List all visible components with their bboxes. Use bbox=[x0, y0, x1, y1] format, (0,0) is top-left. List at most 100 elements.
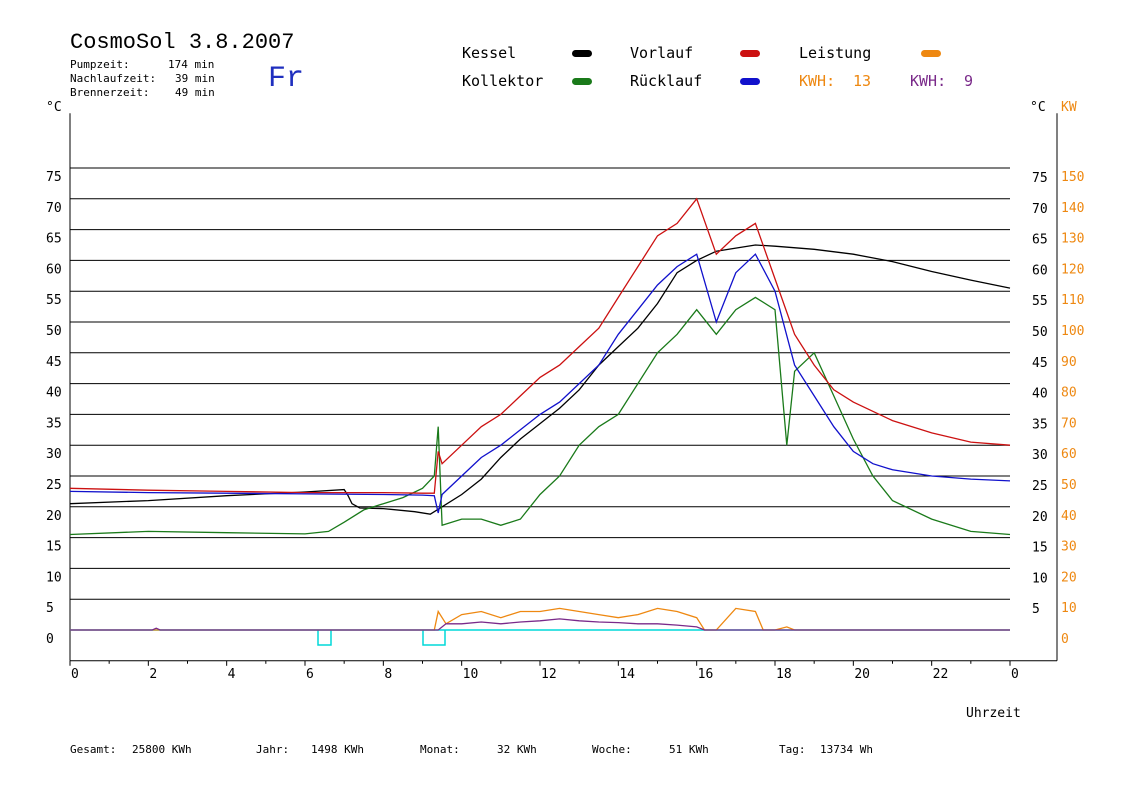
series-vorlauf bbox=[69, 197, 1011, 494]
y-axis-label-left: °C bbox=[46, 100, 62, 115]
footer-jahr-value: 1498 KWh bbox=[311, 743, 364, 756]
y-tick-label-kw: 10 bbox=[1061, 601, 1077, 616]
y-axis-label-kw: KW bbox=[1061, 100, 1077, 115]
y-tick-label-kw: 60 bbox=[1061, 447, 1077, 462]
y-tick-label-kw: 120 bbox=[1061, 262, 1084, 277]
y-tick-label-left: 55 bbox=[46, 293, 62, 308]
x-tick-label: 22 bbox=[933, 667, 949, 682]
y-tick-label-left: 65 bbox=[46, 232, 62, 247]
nachlauf-value: 39 min bbox=[175, 72, 215, 85]
chart-title: CosmoSol 3.8.2007 bbox=[70, 30, 295, 55]
footer-monat-label: Monat: bbox=[420, 743, 460, 756]
y-tick-label-kw: 150 bbox=[1061, 170, 1084, 185]
y-tick-label-right: 20 bbox=[1032, 510, 1048, 525]
x-tick-label: 14 bbox=[619, 667, 635, 682]
legend-vorlauf-swatch bbox=[740, 50, 760, 57]
footer-jahr-label: Jahr: bbox=[256, 743, 290, 756]
y-tick-label-left: 30 bbox=[46, 447, 62, 462]
y-tick-label-left: 40 bbox=[46, 386, 62, 401]
brenner-value: 49 min bbox=[175, 86, 215, 99]
series-leistung bbox=[70, 607, 1010, 631]
y-tick-label-left: 10 bbox=[46, 570, 62, 585]
y-tick-label-right: 25 bbox=[1032, 479, 1048, 494]
footer-gesamt-label: Gesamt: bbox=[70, 743, 117, 756]
footer-woche-value: 51 KWh bbox=[669, 743, 709, 756]
y-tick-label-right: 40 bbox=[1032, 387, 1048, 402]
x-tick-label: 0 bbox=[71, 667, 79, 682]
y-tick-label-right: 60 bbox=[1032, 263, 1048, 278]
series-kollektor bbox=[69, 296, 1011, 536]
x-axis-label: Uhrzeit bbox=[966, 706, 1021, 721]
y-tick-label-right: 45 bbox=[1032, 356, 1048, 371]
legend-leistung-label: Leistung bbox=[799, 44, 872, 62]
legend-ruecklauf-swatch bbox=[740, 78, 760, 85]
brenner-pulse bbox=[422, 630, 446, 646]
y-tick-label-kw: 140 bbox=[1061, 201, 1084, 216]
y-tick-label-right: 50 bbox=[1032, 325, 1048, 340]
y-tick-label-left: 75 bbox=[46, 170, 62, 185]
footer-woche-label: Woche: bbox=[592, 743, 632, 756]
series-kwh bbox=[70, 618, 1010, 631]
x-tick-label: 8 bbox=[384, 667, 392, 682]
y-tick-label-left: 0 bbox=[46, 632, 54, 647]
y-tick-label-right: 5 bbox=[1032, 602, 1040, 617]
y-tick-label-kw: 30 bbox=[1061, 540, 1077, 555]
legend-kollektor-label: Kollektor bbox=[462, 72, 544, 90]
y-tick-label-left: 20 bbox=[46, 509, 62, 524]
y-tick-label-right: 30 bbox=[1032, 448, 1048, 463]
x-tick-label: 6 bbox=[306, 667, 314, 682]
y-tick-label-left: 35 bbox=[46, 416, 62, 431]
legend-kessel-label: Kessel bbox=[462, 44, 517, 62]
legend-kwh2-value: 9 bbox=[964, 72, 974, 90]
y-tick-label-left: 15 bbox=[46, 540, 62, 555]
y-tick-label-kw: 20 bbox=[1061, 570, 1077, 585]
y-tick-label-kw: 110 bbox=[1061, 293, 1084, 308]
x-tick-label: 12 bbox=[541, 667, 557, 682]
legend-vorlauf-label: Vorlauf bbox=[630, 44, 694, 62]
x-tick-label: 4 bbox=[228, 667, 236, 682]
y-tick-label-kw: 130 bbox=[1061, 232, 1084, 247]
pump-label: Pumpzeit: bbox=[70, 58, 130, 71]
y-tick-label-left: 50 bbox=[46, 324, 62, 339]
brenner-label: Brennerzeit: bbox=[70, 86, 150, 99]
legend-ruecklauf-label: Rücklauf bbox=[630, 72, 703, 90]
y-tick-label-left: 70 bbox=[46, 201, 62, 216]
y-tick-label-kw: 40 bbox=[1061, 509, 1077, 524]
nachlauf-label: Nachlaufzeit: bbox=[70, 72, 157, 85]
x-tick-label: 10 bbox=[463, 667, 479, 682]
x-tick-label: 20 bbox=[854, 667, 870, 682]
footer-monat-value: 32 KWh bbox=[497, 743, 537, 756]
y-tick-label-left: 45 bbox=[46, 355, 62, 370]
y-tick-label-right: 75 bbox=[1032, 171, 1048, 186]
footer-tag-label: Tag: bbox=[779, 743, 806, 756]
legend-kwh1-label: KWH: bbox=[799, 72, 836, 90]
legend-kwh2-label: KWH: bbox=[910, 72, 947, 90]
y-tick-label-left: 25 bbox=[46, 478, 62, 493]
legend-kwh1-value: 13 bbox=[853, 72, 872, 90]
footer-gesamt-value: 25800 KWh bbox=[132, 743, 192, 756]
series-kessel bbox=[69, 244, 1011, 515]
y-tick-label-right: 15 bbox=[1032, 541, 1048, 556]
y-tick-label-right: 10 bbox=[1032, 571, 1048, 586]
x-tick-label: 18 bbox=[776, 667, 792, 682]
brenner-pulse bbox=[317, 630, 332, 646]
legend-leistung-swatch bbox=[921, 50, 941, 57]
y-tick-label-kw: 50 bbox=[1061, 478, 1077, 493]
y-tick-label-kw: 70 bbox=[1061, 416, 1077, 431]
weekday-label: Fr bbox=[268, 62, 305, 96]
y-tick-label-right: 55 bbox=[1032, 294, 1048, 309]
y-tick-label-kw: 0 bbox=[1061, 632, 1069, 647]
y-tick-label-kw: 80 bbox=[1061, 386, 1077, 401]
legend-kollektor-swatch bbox=[572, 78, 592, 85]
x-tick-label: 16 bbox=[698, 667, 714, 682]
x-tick-label: 2 bbox=[149, 667, 157, 682]
y-tick-label-right: 65 bbox=[1032, 233, 1048, 248]
series-ruecklauf bbox=[69, 253, 1011, 514]
y-axis-label-right: °C bbox=[1030, 100, 1046, 115]
y-tick-label-right: 70 bbox=[1032, 202, 1048, 217]
footer-tag-value: 13734 Wh bbox=[820, 743, 873, 756]
legend-kessel-swatch bbox=[572, 50, 592, 57]
pump-value: 174 min bbox=[168, 58, 215, 71]
y-tick-label-kw: 100 bbox=[1061, 324, 1084, 339]
